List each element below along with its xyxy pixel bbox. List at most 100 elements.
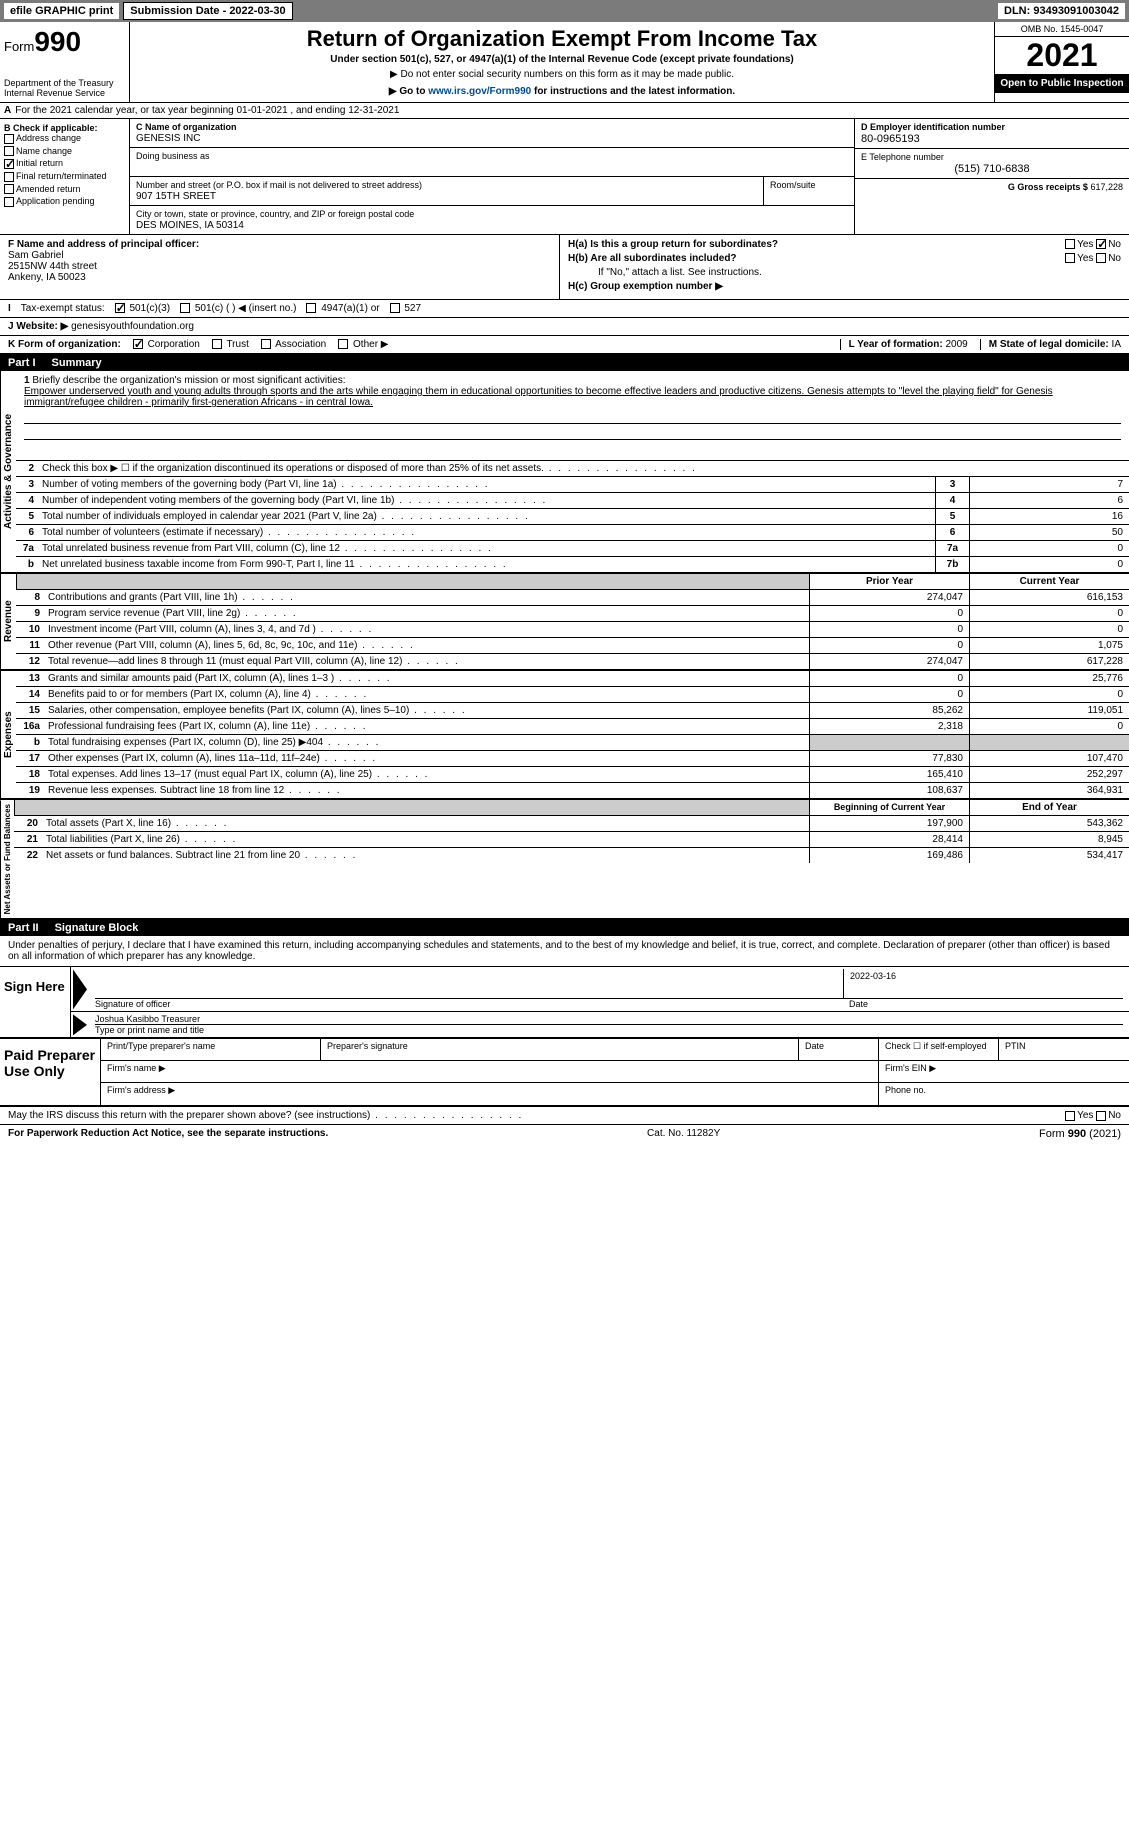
gov-row: 5 Total number of individuals employed i… [16,509,1129,525]
gov-row: b Net unrelated business taxable income … [16,557,1129,572]
check-initial-return[interactable]: Initial return [4,158,125,169]
check-name-change[interactable]: Name change [4,146,125,157]
submission-date[interactable]: Submission Date - 2022-03-30 [123,2,292,20]
row-desc: Professional fundraising fees (Part IX, … [44,719,809,734]
head-end-year: End of Year [969,800,1129,815]
part1-title: Summary [52,357,102,369]
row-prior: 0 [809,638,969,653]
row-prior [809,735,969,750]
fin-row: 18 Total expenses. Add lines 13–17 (must… [16,767,1129,783]
opt-corp: Corporation [148,339,200,350]
efile-label: efile GRAPHIC print [4,3,119,19]
row-prior: 0 [809,687,969,702]
irs-discuss-row: May the IRS discuss this return with the… [0,1107,1129,1125]
irs-link[interactable]: www.irs.gov/Form990 [428,86,531,97]
cb-527[interactable] [390,303,400,313]
check-amended[interactable]: Amended return [4,184,125,195]
sign-right: 2022-03-16 Signature of officer Date Jos… [70,967,1129,1037]
gov-row: 4 Number of independent voting members o… [16,493,1129,509]
dba-label: Doing business as [136,151,210,161]
discuss-text: May the IRS discuss this return with the… [8,1110,523,1121]
hb-no: No [1108,253,1121,264]
row-prior: 2,318 [809,719,969,734]
row-val: 6 [969,493,1129,508]
sub3-pre: ▶ Go to [389,86,428,97]
col-b-header: B Check if applicable: [4,123,125,133]
row-current: 0 [969,606,1129,621]
row-prior: 274,047 [809,654,969,669]
arrow-icon-2 [73,1014,87,1035]
sign-here-block: Sign Here 2022-03-16 Signature of office… [0,967,1129,1039]
row-prior: 197,900 [809,816,969,831]
row-num: 18 [16,767,44,782]
row-num: 12 [16,654,44,669]
row-num: 20 [14,816,42,831]
row-box: 5 [935,509,969,524]
row-val: 50 [969,525,1129,540]
opt-assoc: Association [275,339,326,350]
row-num: 7a [16,541,38,556]
prep-row-3: Firm's address ▶ Phone no. [101,1083,1129,1105]
form-num: 990 [34,26,81,57]
row-desc: Net unrelated business taxable income fr… [38,557,935,572]
row-desc: Contributions and grants (Part VIII, lin… [44,590,809,605]
hb-line: H(b) Are all subordinates included? Yes … [568,253,1121,264]
fin-row: b Total fundraising expenses (Part IX, c… [16,735,1129,751]
prep-firmname-label: Firm's name ▶ [101,1061,879,1082]
cb-trust[interactable] [212,339,222,349]
prep-firmein-label: Firm's EIN ▶ [879,1061,1129,1082]
vert-revenue: Revenue [0,574,16,669]
cb-assoc[interactable] [261,339,271,349]
row-prior: 165,410 [809,767,969,782]
row-num: 9 [16,606,44,621]
org-name: GENESIS INC [136,133,848,144]
hb-yes-cb[interactable] [1065,253,1075,263]
website-label: Website: ▶ [16,321,68,332]
ha-no-cb[interactable] [1096,239,1106,249]
cb-label-4: Amended return [16,184,81,194]
header-center: Return of Organization Exempt From Incom… [130,22,994,102]
fin-row: 21 Total liabilities (Part X, line 26) 2… [14,832,1129,848]
row-desc: Number of voting members of the governin… [38,477,935,492]
omb-number: OMB No. 1545-0047 [995,22,1129,37]
i-label: I [8,303,11,314]
cb-corp[interactable] [133,339,143,349]
row-desc: Total expenses. Add lines 13–17 (must eq… [44,767,809,782]
cell-gross: G Gross receipts $ 617,228 [855,179,1129,195]
col-deg: D Employer identification number 80-0965… [854,119,1129,234]
sig-officer-cell: 2022-03-16 Signature of officer Date [89,967,1129,1011]
rev-body: Prior Year Current Year 8 Contributions … [16,574,1129,669]
cb-other[interactable] [338,339,348,349]
head-prior-year: Prior Year [809,574,969,589]
cell-city: City or town, state or province, country… [130,206,854,234]
dln: DLN: 93493091003042 [998,3,1125,19]
m-val: IA [1112,339,1121,350]
revenue-section: Revenue Prior Year Current Year 8 Contri… [0,574,1129,671]
d-label: D Employer identification number [861,122,1005,132]
ha-yes-cb[interactable] [1065,239,1075,249]
check-final-return[interactable]: Final return/terminated [4,171,125,182]
col-b: B Check if applicable: Address change Na… [0,119,130,234]
cb-501c[interactable] [180,303,190,313]
row-val: 7 [969,477,1129,492]
hb-no-cb[interactable] [1096,253,1106,263]
hb-yes: Yes [1077,253,1093,264]
check-address-change[interactable]: Address change [4,133,125,144]
sig-date-val: 2022-03-16 [843,969,1123,998]
cb-501c3[interactable] [115,303,125,313]
discuss-no-cb[interactable] [1096,1111,1106,1121]
check-app-pending[interactable]: Application pending [4,196,125,207]
vert-governance: Activities & Governance [0,371,16,572]
part2-label: Part II [8,922,39,934]
rev-head: Prior Year Current Year [16,574,1129,590]
fin-row: 16a Professional fundraising fees (Part … [16,719,1129,735]
cb-4947[interactable] [306,303,316,313]
governance-section: Activities & Governance 1 Briefly descri… [0,371,1129,574]
room-label: Room/suite [770,180,816,190]
row-num: 22 [14,848,42,863]
row-num: 13 [16,671,44,686]
sig-name-cell: Joshua Kasibbo Treasurer Type or print n… [89,1012,1129,1037]
discuss-yes-cb[interactable] [1065,1111,1075,1121]
opt-trust: Trust [226,339,248,350]
prep-right: Print/Type preparer's name Preparer's si… [100,1039,1129,1105]
